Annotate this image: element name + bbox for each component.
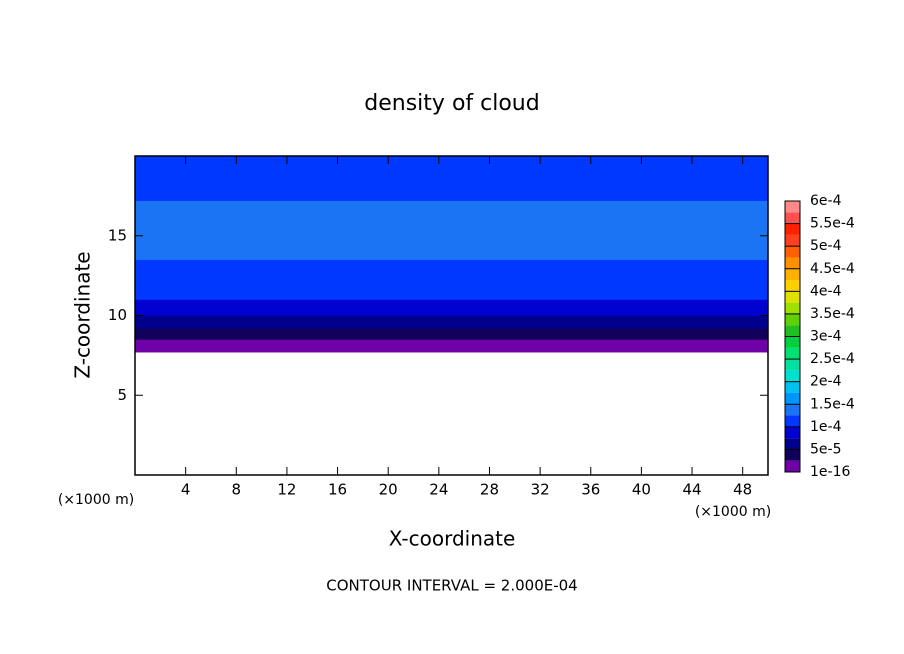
colorbar-label: 4.5e-4 <box>810 261 855 277</box>
colorbar-swatch <box>785 313 800 326</box>
contour-band <box>134 259 769 300</box>
x-tick-label: 12 <box>277 481 296 499</box>
colorbar-label: 3e-4 <box>810 329 842 345</box>
colorbar-label: 2.5e-4 <box>810 351 855 367</box>
colorbar-swatch <box>785 234 800 247</box>
x-tick-label: 8 <box>232 481 242 499</box>
contour-band <box>134 328 769 340</box>
colorbar-swatch <box>785 257 800 269</box>
colorbar-swatch <box>785 449 800 461</box>
colorbar-swatch <box>785 302 800 314</box>
colorbar-swatch <box>785 246 800 258</box>
x-tick-label: 4 <box>181 481 191 499</box>
colorbar-swatch <box>785 392 800 405</box>
contour-band <box>134 200 769 260</box>
contour-band <box>134 315 769 329</box>
colorbar-label: 4e-4 <box>810 283 842 299</box>
colorbar-swatch <box>785 438 800 450</box>
x-tick-label: 24 <box>429 481 448 499</box>
x-unit-label: (×1000 m) <box>695 504 771 520</box>
colorbar-swatch <box>785 291 800 303</box>
colorbar-swatch <box>785 460 800 472</box>
x-tick-label: 28 <box>480 481 499 499</box>
x-tick-label: 32 <box>531 481 550 499</box>
annotation: CONTOUR INTERVAL = 2.000E-04 <box>326 577 577 595</box>
colorbar-swatch <box>785 370 800 382</box>
colorbar-swatch <box>785 404 800 416</box>
colorbar-label: 2e-4 <box>810 374 842 390</box>
colorbar-swatch <box>785 268 800 281</box>
colorbar-label: 5e-4 <box>810 238 842 254</box>
contour-band <box>134 155 769 201</box>
y-tick-label: 5 <box>117 386 127 404</box>
x-tick-label: 40 <box>632 481 651 499</box>
y-axis-label: Z-coordinate <box>71 251 95 378</box>
x-axis-label: X-coordinate <box>389 527 516 551</box>
colorbar-swatch <box>785 359 800 371</box>
colorbar-swatch <box>785 426 800 439</box>
colorbar-swatch <box>785 223 800 235</box>
x-tick-label: 48 <box>733 481 752 499</box>
x-tick-label: 36 <box>581 481 600 499</box>
colorbar-swatch <box>785 336 800 348</box>
colorbar-label: 5e-5 <box>810 441 841 457</box>
contour-band <box>134 339 769 353</box>
y-tick-label: 10 <box>108 306 127 324</box>
colorbar-swatch <box>785 325 800 337</box>
colorbar-label: 5.5e-4 <box>810 216 855 232</box>
colorbar-label: 3.5e-4 <box>810 306 855 322</box>
x-tick-label: 44 <box>682 481 701 499</box>
colorbar-swatch <box>785 381 800 393</box>
colorbar-label: 1.5e-4 <box>810 396 855 412</box>
colorbar-swatch <box>785 201 800 213</box>
colorbar-swatch <box>785 212 800 224</box>
contour-band <box>134 299 769 316</box>
chart-title: density of cloud <box>364 91 539 116</box>
x-tick-label: 16 <box>328 481 347 499</box>
y-unit-label: (×1000 m) <box>58 492 134 508</box>
x-tick-label: 20 <box>379 481 398 499</box>
colorbar-swatch <box>785 415 800 427</box>
y-tick-label: 15 <box>108 226 127 244</box>
colorbar-swatch <box>785 347 800 360</box>
colorbar-label: 6e-4 <box>810 193 842 209</box>
colorbar-label: 1e-16 <box>810 464 850 480</box>
colorbar-label: 1e-4 <box>810 419 842 435</box>
colorbar-swatch <box>785 280 800 292</box>
